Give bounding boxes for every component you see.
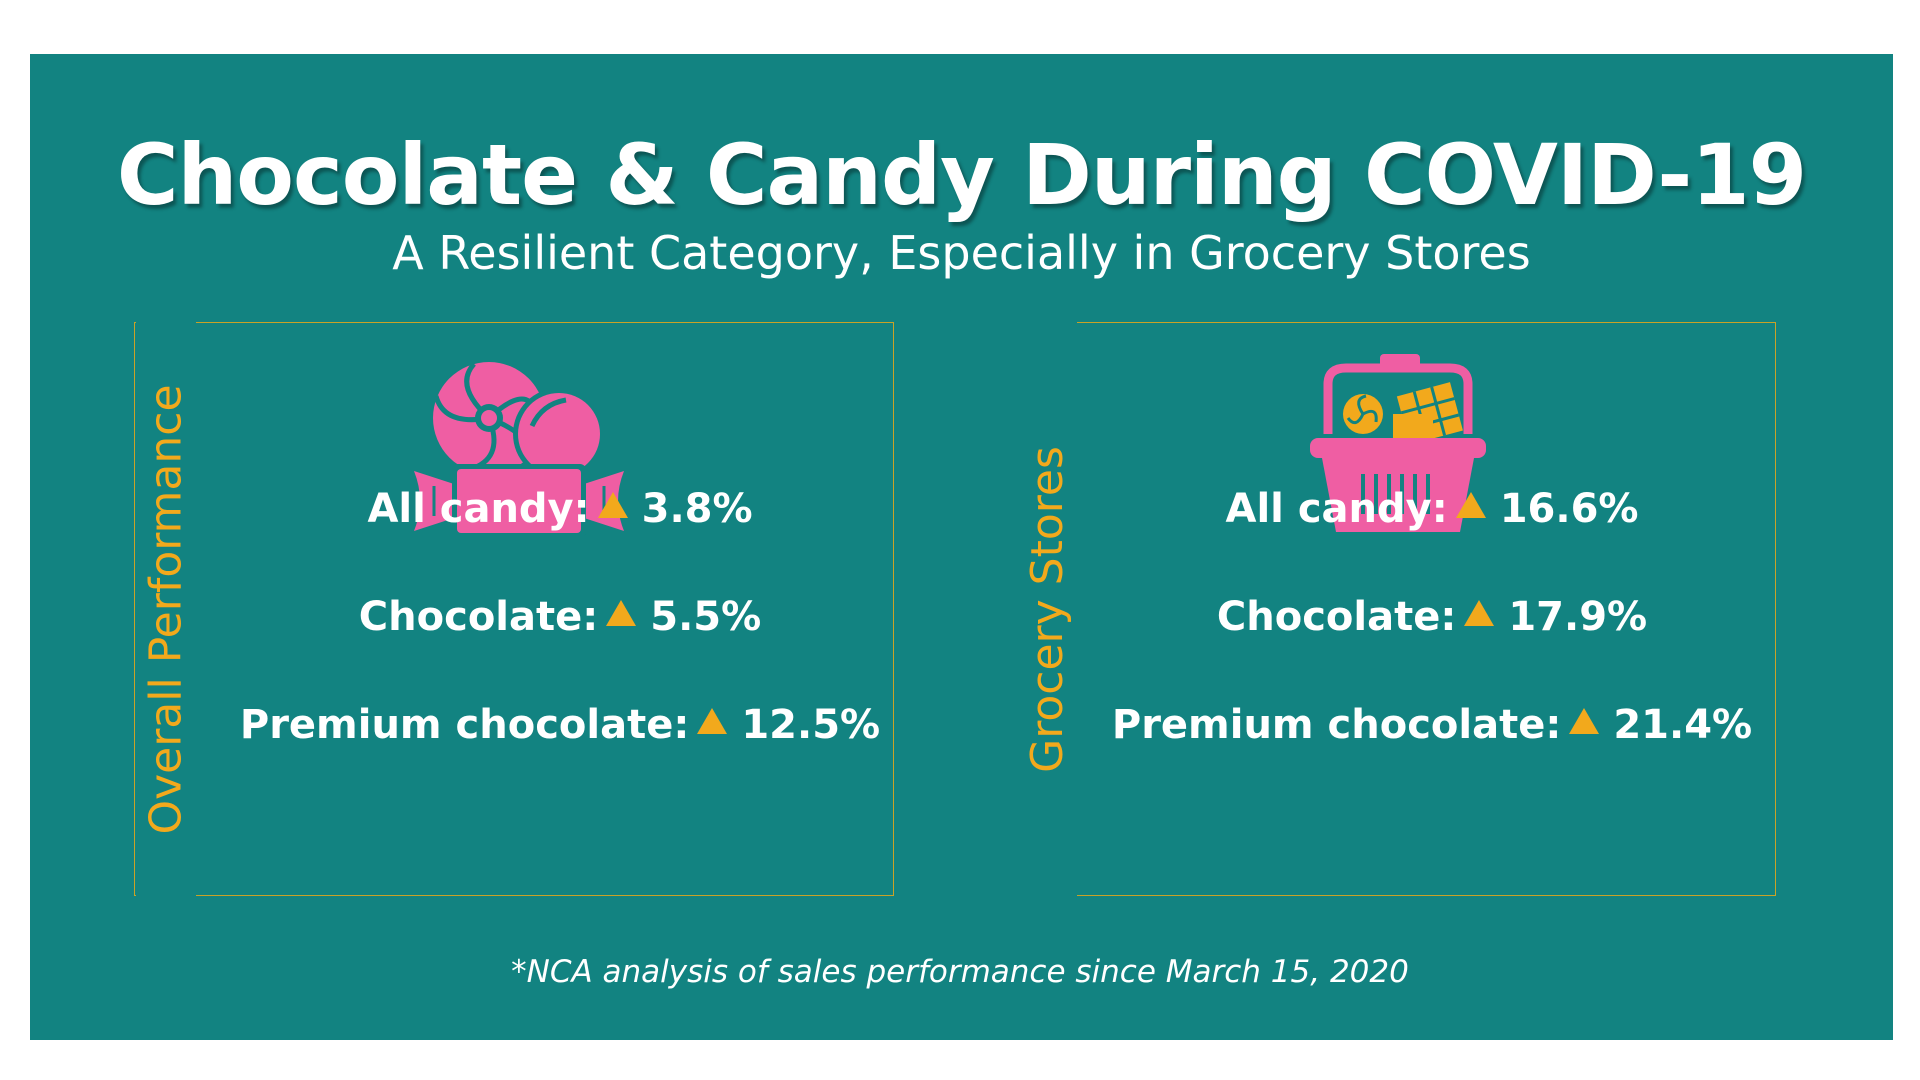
grocery-stat-premium-chocolate: Premium chocolate: 21.4% [1111,702,1753,748]
infographic-panel: Chocolate & Candy During COVID-19 A Resi… [30,54,1893,1040]
up-arrow-icon [606,600,637,626]
grocery-stat-chocolate: Chocolate: 17.9% [1216,594,1648,640]
shopping-basket-icon [1310,354,1486,532]
candy-icon [414,362,624,536]
up-arrow-icon [1455,492,1486,518]
up-arrow-icon [1464,600,1495,626]
grocery-stores-label: Grocery Stores [1017,314,1077,904]
overall-performance-label: Overall Performance [136,314,196,904]
up-arrow-icon [1569,708,1600,734]
footnote: *NCA analysis of sales performance since… [511,954,1409,990]
grocery-stat-all-candy: All candy: 16.6% [1225,486,1639,532]
overall-stat-chocolate: Chocolate: 5.5% [358,594,762,640]
up-arrow-icon [697,708,728,734]
page-title: Chocolate & Candy During COVID-19 [116,126,1807,224]
overall-performance-box [134,322,894,896]
overall-stat-all-candy: All candy: 3.8% [367,486,753,532]
up-arrow-icon [597,492,628,518]
overall-stat-premium-chocolate: Premium chocolate: 12.5% [239,702,881,748]
page-subtitle: A Resilient Category, Especially in Groc… [392,226,1531,280]
